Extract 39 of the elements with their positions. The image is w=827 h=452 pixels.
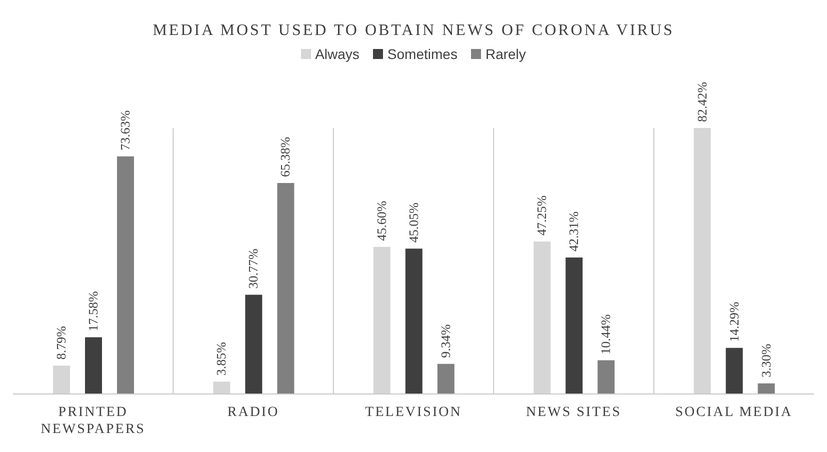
chart-title: MEDIA MOST USED TO OBTAIN NEWS OF CORONA VIRUS <box>152 22 674 39</box>
bar <box>437 364 454 394</box>
data-label: 8.79% <box>54 326 68 360</box>
legend-label: Rarely <box>484 46 526 62</box>
x-tick-label: NEWS SITES <box>526 405 622 420</box>
bar <box>85 337 102 394</box>
bar <box>566 257 583 394</box>
bar <box>117 156 134 394</box>
bar <box>758 383 775 394</box>
bar <box>726 348 743 394</box>
data-label: 9.34% <box>438 324 453 358</box>
data-label: 3.30% <box>758 344 774 378</box>
data-label: 45.60% <box>374 200 389 241</box>
bar <box>245 294 262 394</box>
x-tick-label: PRINTED NEWSPAPERS <box>40 405 146 437</box>
data-label: 17.58% <box>86 291 100 332</box>
legend-label: Sometimes <box>386 46 458 62</box>
data-label: 14.29% <box>726 302 742 342</box>
x-tick-label: RADIO <box>227 405 280 420</box>
data-label: 73.63% <box>118 110 132 150</box>
bar <box>598 360 615 394</box>
bar <box>213 382 230 394</box>
data-label: 82.42% <box>694 82 710 122</box>
bar <box>53 366 70 394</box>
data-label: 30.77% <box>246 248 261 289</box>
data-label: 47.25% <box>534 195 550 236</box>
x-tick-label: TELEVISION <box>365 405 462 420</box>
bar <box>694 128 711 394</box>
data-label: 42.31% <box>566 211 582 252</box>
bar <box>373 246 390 394</box>
data-label: 45.05% <box>406 202 421 243</box>
legend-label: Always <box>314 46 360 62</box>
x-tick-label: SOCIAL MEDIA <box>675 405 793 420</box>
bar <box>405 248 422 394</box>
data-label: 3.85% <box>214 342 229 376</box>
data-label: 10.44% <box>598 314 614 354</box>
bar <box>277 182 294 394</box>
bar <box>534 242 551 394</box>
data-label: 65.38% <box>278 136 293 177</box>
